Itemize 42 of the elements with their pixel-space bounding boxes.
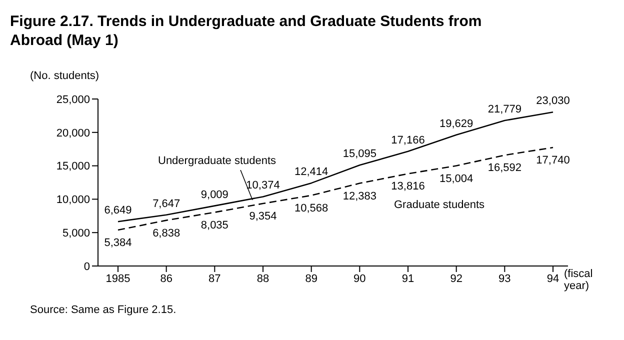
text: Graduate students [394,199,485,211]
x-tick-label: 89 [305,272,318,285]
data-label: 19,629 [440,118,474,130]
data-label: 17,740 [536,154,570,166]
data-label: 17,166 [391,134,425,146]
x-tick-label: 90 [354,272,366,285]
data-label: 12,414 [294,166,328,178]
data-label: 8,035 [200,219,228,232]
data-label: 10,374 [246,180,280,192]
x-tick-label: 87 [208,272,221,285]
data-label: 16,592 [488,162,522,174]
y-tick-label: 5,000 [62,228,90,240]
data-label: 5,384 [104,237,132,250]
data-label: 15,095 [342,148,376,160]
data-label: 23,030 [536,95,570,108]
data-label: 21,779 [488,104,522,116]
text: Undergraduate students [158,155,276,167]
x-tick-label: 1985 [106,272,130,285]
y-tick-label: 25,000 [56,94,90,106]
x-tick-label: 91 [402,272,414,285]
data-label: 7,647 [152,198,180,210]
data-label: 9,009 [200,188,228,201]
y-tick-label: 20,000 [56,127,90,140]
chart-title: Figure 2.17. Trends in Undergraduate and Graduate Students from Abroad (May 1) [10,12,483,50]
x-tick-label: 92 [450,272,462,285]
data-label: 13,816 [391,180,425,193]
y-tick-label: 15,000 [56,160,90,173]
data-label: 6,838 [152,227,180,240]
y-tick-label: 10,000 [56,194,90,206]
y-axis-title: (No. students) [30,70,100,82]
x-tick-label: 93 [498,272,511,285]
y-tick-label: 0 [84,260,90,273]
data-label: 15,004 [440,172,474,185]
data-label: 6,649 [104,204,132,217]
x-tick-label: 86 [160,272,172,285]
x-axis-title: (fiscal year) [564,268,594,292]
x-tick-label: 94 [546,272,560,285]
data-label: 12,383 [342,190,376,202]
data-label: 10,568 [294,202,328,214]
data-label: 9,354 [249,210,277,223]
x-tick-label: 88 [256,272,270,285]
source-note: Source: Same as Figure 2.15. [30,304,176,316]
